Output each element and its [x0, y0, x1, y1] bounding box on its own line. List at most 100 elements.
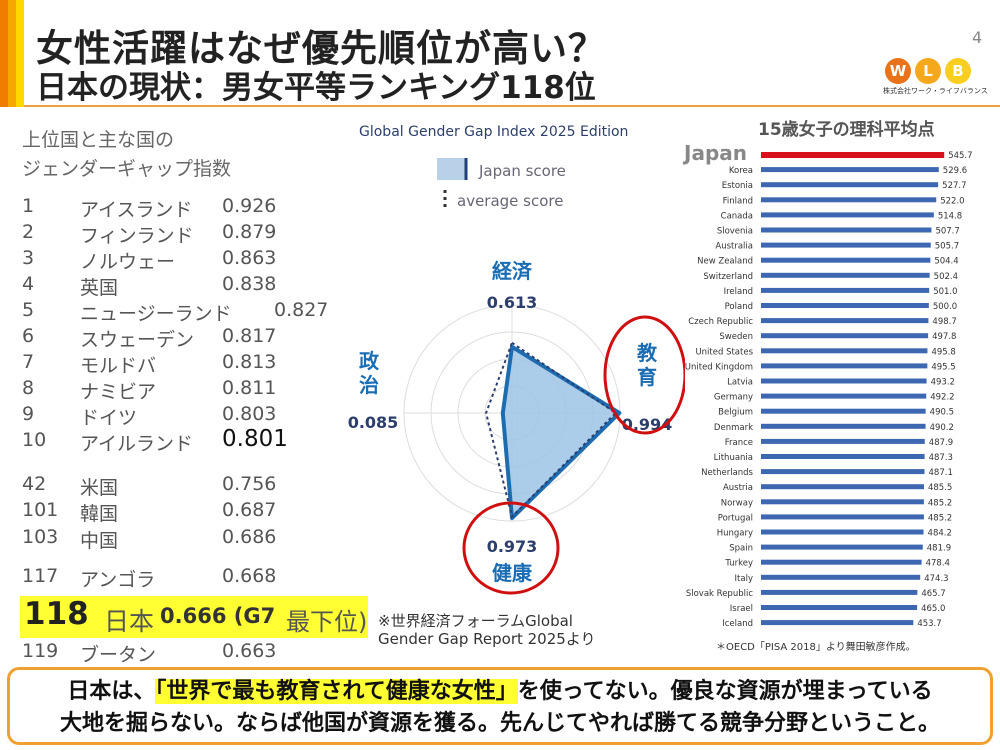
bar-value: 487.1	[929, 468, 953, 478]
bar-value: 493.2	[931, 378, 955, 388]
bar-value: 465.7	[921, 589, 945, 599]
country: フィンランド	[80, 225, 194, 247]
rank: 119	[22, 640, 59, 662]
axis-label-education: 育	[637, 365, 657, 389]
bar	[761, 318, 929, 324]
bar-label: Spain	[729, 544, 753, 554]
bar	[761, 438, 925, 444]
bar-label: Poland	[725, 302, 753, 312]
japan-country: 日本	[104, 607, 155, 636]
rank: 8	[22, 377, 35, 399]
bar-value: 490.2	[930, 423, 954, 433]
bar-label: Finland	[723, 196, 753, 206]
value-health: 0.973	[487, 537, 538, 556]
bar	[761, 514, 924, 520]
conclusion-line1: 日本は、「世界で最も教育されて健康な女性」を使ってない。優良な資源が埋まっている	[10, 676, 990, 708]
country: 中国	[80, 530, 119, 552]
bar-value: 502.4	[934, 272, 958, 282]
bar-label: United States	[695, 347, 753, 357]
bar	[761, 408, 926, 414]
bar-value: 529.6	[943, 166, 967, 176]
page-subtitle: 日本の現状：男女平等ランキング118位	[36, 70, 596, 106]
rank: 101	[22, 499, 59, 521]
bar-label: New Zealand	[697, 257, 753, 267]
bar	[761, 469, 925, 475]
bar	[761, 378, 927, 384]
country: スウェーデン	[80, 329, 195, 351]
bar-label: Sweden	[719, 332, 753, 342]
bar-value: 453.7	[917, 619, 941, 629]
bar-value: 514.8	[938, 211, 962, 221]
bar-label: Netherlands	[701, 468, 753, 478]
highlight-circle-education	[603, 315, 685, 435]
bar	[761, 272, 930, 278]
japan-score-area	[500, 344, 622, 521]
country: 米国	[80, 477, 119, 499]
bar	[761, 544, 923, 550]
bar-label: Slovak Republic	[686, 589, 753, 599]
bar	[761, 197, 937, 203]
title-accent-bar	[0, 0, 24, 107]
bar	[761, 454, 925, 459]
bar	[761, 574, 921, 580]
bar-value: 497.8	[932, 332, 956, 342]
country: 英国	[80, 277, 119, 299]
rank: 6	[22, 325, 35, 347]
bar-label: Israel	[730, 604, 753, 614]
score: 0.663	[222, 640, 277, 662]
country: アイスランド	[80, 199, 193, 221]
legend-label: Japan score	[478, 162, 566, 180]
logo-letter: L	[915, 58, 941, 84]
axis-label-health: 健康	[492, 561, 533, 585]
logo-text: 株式会社ワーク・ライフバランス	[883, 87, 988, 95]
average-score-line	[485, 341, 618, 519]
bar	[761, 167, 939, 173]
conclusion-box: 日本は、「世界で最も教育されて健康な女性」を使ってない。優良な資源が埋まっている…	[7, 667, 993, 745]
bar-label: Lithuania	[714, 453, 753, 463]
rank: 9	[22, 403, 35, 425]
bar-value: 527.7	[942, 181, 966, 191]
score: 0.801	[222, 426, 288, 452]
rank: 4	[22, 273, 35, 295]
country: モルドバ	[80, 355, 157, 377]
bar-label: Norway	[721, 498, 753, 508]
chart-title: 15歳女子の理科平均点	[758, 119, 935, 140]
bar	[761, 333, 929, 339]
axis-label-education: 教	[637, 341, 658, 365]
bar-value: 492.2	[930, 393, 954, 403]
bar-value: 495.5	[931, 362, 955, 372]
rank: 103	[22, 526, 59, 548]
bar-label: United Kingdom	[685, 362, 753, 372]
bar-label: Ireland	[724, 287, 753, 297]
bar	[761, 287, 930, 293]
bar-value: 505.7	[935, 242, 959, 252]
score: 0.687	[222, 499, 277, 521]
source-note-line: Gender Gap Report 2025より	[378, 630, 596, 648]
bar	[761, 529, 924, 535]
country: ノルウェー	[80, 251, 176, 273]
bar	[761, 484, 924, 490]
bar-label: Italy	[735, 574, 753, 584]
score: 0.686	[222, 526, 277, 548]
bar-value: 465.0	[921, 604, 945, 614]
rank: 42	[22, 473, 47, 495]
page-number: 4	[972, 28, 983, 47]
country: ナミビア	[80, 381, 157, 403]
legend-swatch	[437, 158, 465, 180]
japan-ranking-row: 118 日本 0.666 (G7 最下位)	[20, 596, 368, 638]
score: 0.817	[222, 325, 277, 347]
bar-value: 507.7	[935, 227, 959, 237]
bar-value: 485.5	[928, 483, 952, 493]
bar	[761, 212, 934, 218]
bar-label: Portugal	[718, 513, 753, 523]
score: 0.803	[222, 403, 277, 425]
source-note: ※世界経済フォーラムGlobal Gender Gap Report 2025よ…	[378, 612, 596, 648]
bar-value: 487.9	[929, 438, 953, 448]
bar-value: 495.8	[931, 347, 955, 357]
bar-value: 498.7	[932, 317, 956, 327]
bar	[761, 182, 939, 188]
axis-label-economy: 経済	[492, 259, 533, 283]
score: 0.827	[274, 299, 329, 321]
country: ブータン	[80, 644, 157, 666]
country: 韓国	[80, 503, 119, 525]
